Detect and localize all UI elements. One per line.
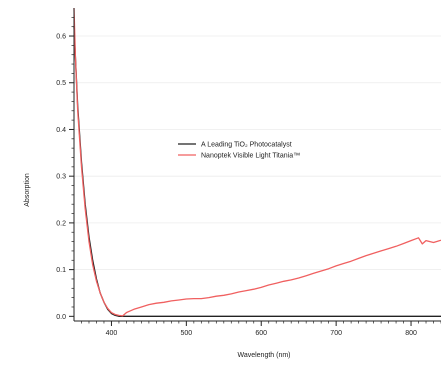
series-line-1 [73,7,441,317]
y-tick-label-6: 0.6 [56,34,66,41]
y-axis-title: Absorption [24,173,31,207]
x-tick-label-4: 800 [405,330,417,337]
series-line-0 [73,26,441,317]
x-tick-label-2: 600 [255,330,267,337]
series-lines [73,7,441,317]
legend: A Leading TiO₂ Photocatalyst Nanoptek Vi… [178,142,300,160]
y-tick-label-2: 0.2 [56,220,66,227]
y-tick-label-0: 0.0 [56,314,66,321]
x-axis-title: Wavelength (nm) [237,352,290,359]
x-tick-label-1: 500 [181,330,193,337]
grid [74,35,441,271]
y-tick-label-3: 0.3 [56,174,66,181]
y-tick-label-1: 0.1 [56,267,66,274]
y-tick-label-5: 0.5 [56,80,66,87]
axes [69,8,441,326]
tick-labels: 0.0 0.1 0.2 0.3 0.4 0.5 0.6 400 500 600 700 800 [56,34,417,337]
x-tick-label-3: 700 [330,330,342,337]
legend-label-nanoptek: Nanoptek Visible Light Titania™ [201,153,300,160]
y-tick-label-4: 0.4 [56,127,66,134]
x-tick-label-0: 400 [106,330,118,337]
legend-label-tio2: A Leading TiO₂ Photocatalyst [201,142,292,149]
